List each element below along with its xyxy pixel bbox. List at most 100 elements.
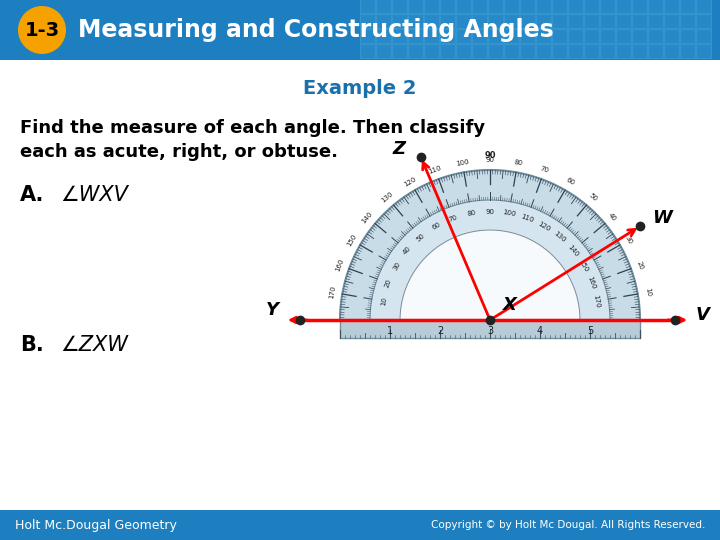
Text: 170: 170 [328, 285, 336, 299]
Text: 150: 150 [577, 259, 590, 273]
Bar [392, 14, 407, 28]
Bar [424, 44, 439, 58]
Text: V: V [696, 306, 710, 324]
Bar [696, 14, 711, 28]
Polygon shape [370, 200, 610, 320]
Text: 80: 80 [513, 159, 523, 166]
Bar [360, 0, 375, 13]
Text: 10: 10 [380, 296, 387, 306]
Bar [680, 14, 695, 28]
Bar [376, 0, 391, 13]
Text: each as acute, right, or obtuse.: each as acute, right, or obtuse. [20, 143, 338, 161]
Bar [456, 14, 471, 28]
Bar [632, 0, 647, 13]
Bar [536, 14, 551, 28]
Bar [536, 44, 551, 58]
Bar [616, 29, 631, 43]
Bar [440, 29, 455, 43]
Bar [520, 29, 535, 43]
Bar [376, 29, 391, 43]
Bar [552, 44, 567, 58]
Bar [664, 0, 679, 13]
Text: 50: 50 [588, 192, 598, 202]
Text: 30: 30 [392, 261, 401, 272]
Text: 1: 1 [387, 326, 393, 336]
Bar [488, 14, 503, 28]
Bar [536, 29, 551, 43]
Bar [392, 0, 407, 13]
Bar [424, 14, 439, 28]
Text: 1-3: 1-3 [24, 21, 60, 39]
Bar [408, 0, 423, 13]
Bar [552, 29, 567, 43]
Bar [584, 14, 599, 28]
Text: X: X [503, 296, 517, 314]
Polygon shape [400, 230, 580, 320]
Bar [504, 29, 519, 43]
Text: Holt Mc.Dougal Geometry: Holt Mc.Dougal Geometry [15, 518, 177, 531]
Bar [648, 29, 663, 43]
Text: ∠WXV: ∠WXV [60, 185, 128, 205]
Text: 100: 100 [502, 210, 516, 218]
Bar [392, 29, 407, 43]
Bar [504, 14, 519, 28]
Text: 60: 60 [564, 177, 575, 186]
Bar [584, 44, 599, 58]
Bar [648, 44, 663, 58]
Bar [520, 44, 535, 58]
Bar [472, 29, 487, 43]
Bar [392, 44, 407, 58]
Bar [616, 44, 631, 58]
Text: A.: A. [20, 185, 45, 205]
Bar [488, 0, 503, 13]
Bar [360, 14, 375, 28]
Text: Copyright © by Holt Mc Dougal. All Rights Reserved.: Copyright © by Holt Mc Dougal. All Right… [431, 520, 705, 530]
Bar [600, 0, 615, 13]
Text: 150: 150 [346, 233, 357, 247]
Text: 40: 40 [608, 212, 618, 222]
Polygon shape [400, 230, 580, 320]
Bar [376, 44, 391, 58]
Bar [648, 14, 663, 28]
Bar [616, 0, 631, 13]
Text: 130: 130 [380, 191, 395, 204]
Text: 90: 90 [485, 151, 496, 160]
Bar [584, 29, 599, 43]
Text: 4: 4 [537, 326, 543, 336]
Text: 110: 110 [520, 213, 534, 224]
Text: Example 2: Example 2 [303, 78, 417, 98]
Text: Y: Y [266, 301, 279, 319]
Bar [680, 44, 695, 58]
Text: ∠ZXW: ∠ZXW [60, 335, 128, 355]
Bar [408, 44, 423, 58]
Bar [424, 29, 439, 43]
Text: Measuring and Constructing Angles: Measuring and Constructing Angles [78, 18, 554, 42]
Text: W: W [652, 209, 672, 227]
Bar [664, 44, 679, 58]
Bar [568, 0, 583, 13]
Bar [456, 29, 471, 43]
Text: 120: 120 [402, 176, 418, 187]
Bar [568, 44, 583, 58]
Bar [616, 14, 631, 28]
Text: 110: 110 [428, 165, 443, 175]
Bar [340, 320, 640, 338]
Bar [664, 14, 679, 28]
Bar [376, 14, 391, 28]
Bar [632, 14, 647, 28]
Text: 90: 90 [485, 157, 495, 163]
Text: 160: 160 [586, 276, 597, 291]
Polygon shape [340, 170, 640, 320]
Bar [696, 44, 711, 58]
Bar [680, 29, 695, 43]
Text: B.: B. [20, 335, 44, 355]
Text: 90: 90 [485, 209, 495, 215]
Bar [568, 29, 583, 43]
Bar [488, 29, 503, 43]
Text: 160: 160 [335, 258, 345, 273]
Text: 2: 2 [437, 326, 443, 336]
Bar [0, 510, 720, 540]
Bar [552, 14, 567, 28]
Text: 70: 70 [448, 214, 459, 223]
Text: 60: 60 [431, 221, 441, 231]
